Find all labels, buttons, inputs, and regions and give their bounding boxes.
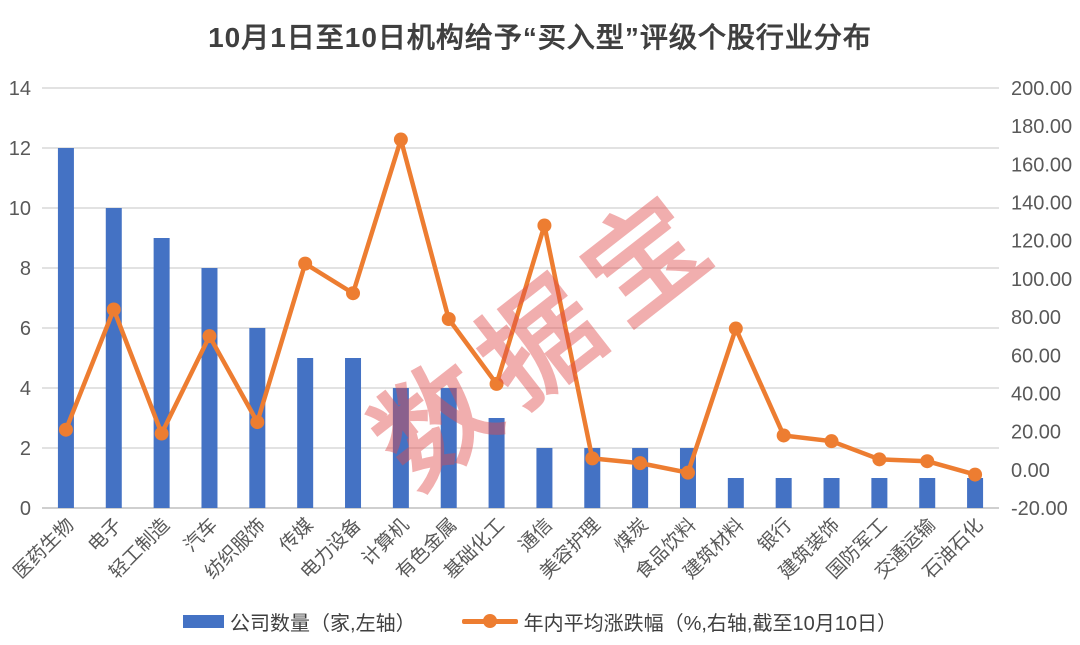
bar: [201, 268, 218, 508]
bar: [536, 448, 553, 508]
right-axis-tick-label: 160.00: [1011, 154, 1072, 176]
x-axis-category-label: 煤炭: [610, 514, 652, 556]
line-marker: [250, 415, 265, 430]
line-marker: [58, 422, 73, 437]
line-marker: [202, 329, 217, 344]
line-marker: [633, 456, 648, 471]
chart-title: 10月1日至10日机构给予“买入型”评级个股行业分布: [208, 22, 872, 53]
x-axis-category-label: 汽车: [180, 514, 222, 556]
bar: [488, 418, 505, 508]
bar: [919, 478, 936, 508]
left-axis-tick-label: 0: [20, 498, 31, 520]
line-marker: [824, 434, 839, 449]
right-axis-tick-label: 200.00: [1011, 78, 1072, 100]
line-marker: [106, 302, 121, 317]
line-marker: [680, 465, 695, 480]
line-marker: [393, 132, 408, 147]
legend-item-bars: 公司数量（家,左轴）: [183, 607, 416, 636]
legend-item-line: 年内平均涨跌幅（%,右轴,截至10月10日）: [461, 607, 897, 636]
line-marker: [872, 452, 887, 467]
line-series-swatch: [461, 614, 518, 628]
bar: [727, 478, 744, 508]
legend-bars-label: 公司数量（家,左轴）: [230, 612, 416, 635]
left-axis-tick-label: 6: [20, 318, 31, 340]
bar: [345, 358, 362, 508]
line-marker: [441, 312, 456, 326]
left-axis-tick-label: 2: [20, 438, 31, 460]
chart-legend: 公司数量（家,左轴） 年内平均涨跌幅（%,右轴,截至10月10日）: [0, 604, 1080, 638]
bar: [823, 478, 840, 508]
bar: [967, 478, 984, 508]
line-swatch-marker: [482, 614, 497, 628]
line-marker: [776, 428, 791, 443]
bar: [440, 388, 457, 508]
left-axis-tick-label: 10: [9, 198, 31, 220]
line-marker: [346, 286, 361, 301]
line-series: [63, 137, 978, 477]
x-axis-category-label: 医药生物: [9, 514, 78, 583]
right-axis-tick-label: 40.00: [1011, 383, 1061, 405]
left-axis-tick-label: 4: [20, 378, 31, 400]
bar: [871, 478, 888, 508]
right-axis-tick-label: 20.00: [1011, 422, 1061, 444]
x-axis-category-label: 通信: [515, 514, 557, 556]
right-axis-tick-label: 0.00: [1011, 460, 1050, 482]
bar: [153, 238, 170, 508]
bar: [392, 388, 409, 508]
right-axis-tick-label: 120.00: [1011, 231, 1072, 253]
right-axis-tick-label: 180.00: [1011, 116, 1072, 138]
line-marker: [154, 426, 169, 441]
bar: [57, 148, 74, 508]
right-axis-tick-label: 60.00: [1011, 345, 1061, 367]
line-marker: [489, 376, 504, 391]
line-marker: [537, 218, 552, 233]
left-axis-tick-label: 12: [9, 138, 31, 160]
bar: [297, 358, 314, 508]
x-axis-category-label: 银行: [754, 514, 796, 556]
right-axis-tick-label: -20.00: [1011, 498, 1068, 520]
line-marker: [298, 256, 313, 271]
right-axis-tick-label: 100.00: [1011, 269, 1072, 291]
line-marker: [968, 467, 983, 482]
bar: [105, 208, 122, 508]
right-axis-tick-label: 140.00: [1011, 193, 1072, 215]
line-marker: [585, 451, 600, 466]
x-axis-category-label: 传媒: [275, 514, 317, 556]
x-axis-category-label: 电子: [84, 514, 126, 556]
line-marker: [728, 321, 743, 336]
bar: [775, 478, 792, 508]
right-axis-tick-label: 80.00: [1011, 307, 1061, 329]
line-marker: [920, 454, 935, 469]
legend-line-label: 年内平均涨跌幅（%,右轴,截至10月10日）: [523, 612, 897, 635]
bar-series-swatch: [183, 614, 225, 628]
left-axis-tick-label: 14: [9, 78, 31, 100]
left-axis-tick-label: 8: [20, 258, 31, 280]
